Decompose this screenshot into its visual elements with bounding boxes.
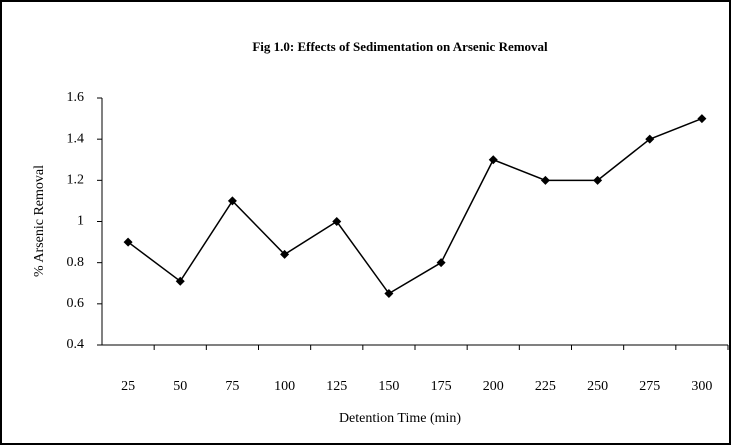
y-axis-label: % Arsenic Removal [32, 165, 47, 277]
x-tick-label: 25 [121, 379, 135, 394]
marker [123, 237, 133, 247]
marker [384, 289, 394, 299]
x-tick-label: 275 [639, 379, 660, 394]
marker [697, 114, 707, 124]
x-tick-label: 225 [535, 379, 556, 394]
y-tick-label: 1 [77, 214, 84, 229]
marker [227, 196, 237, 206]
x-tick-label: 150 [378, 379, 399, 394]
chart-title: Fig 1.0: Effects of Sedimentation on Ars… [252, 39, 548, 54]
marker [280, 249, 290, 259]
marker [540, 175, 550, 185]
y-tick-label: 1.6 [67, 90, 85, 105]
x-tick-label: 200 [483, 379, 504, 394]
marker [175, 276, 185, 286]
x-tick-label: 300 [691, 379, 712, 394]
y-tick-label: 0.6 [67, 296, 85, 311]
x-tick-label: 125 [326, 379, 347, 394]
marker [645, 134, 655, 144]
marker [593, 175, 603, 185]
marker [488, 155, 498, 165]
x-axis-label: Detention Time (min) [339, 411, 461, 426]
y-tick-label: 1.2 [67, 173, 85, 188]
y-tick-label: 1.4 [67, 131, 85, 146]
x-tick-label: 100 [274, 379, 295, 394]
marker [436, 258, 446, 268]
line [127, 117, 703, 295]
y-tick-label: 0.8 [67, 255, 85, 270]
x-tick-label: 50 [173, 379, 187, 394]
x-tick-label: 175 [431, 379, 452, 394]
x-tick-label: 75 [225, 379, 239, 394]
x-tick-label: 250 [587, 379, 608, 394]
y-tick-label: 0.4 [67, 337, 85, 352]
marker [332, 217, 342, 226]
